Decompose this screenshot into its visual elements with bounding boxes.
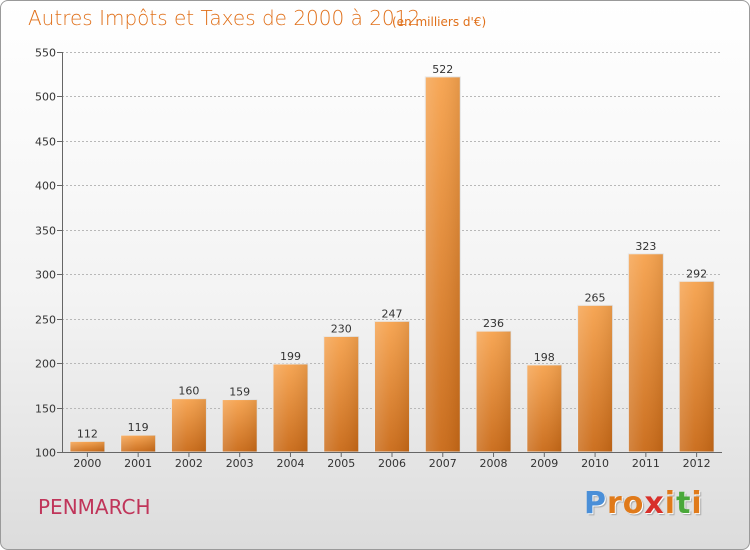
y-tick-label: 500 (35, 91, 56, 104)
y-tick-label: 300 (35, 269, 56, 282)
y-tick-label: 450 (35, 136, 56, 149)
bar-shine (526, 364, 562, 452)
logo-letter: r (607, 486, 623, 521)
bar-shine (69, 441, 105, 452)
x-tick-label: 2001 (124, 457, 152, 470)
bar-shine (628, 253, 664, 452)
data-label: 112 (77, 427, 98, 440)
bar-shine (425, 76, 461, 452)
data-label: 323 (635, 240, 656, 253)
data-label: 199 (280, 350, 301, 363)
bar-shine (577, 305, 613, 452)
data-label: 265 (585, 291, 606, 304)
x-tick-label: 2010 (581, 457, 609, 470)
y-tick-label: 100 (35, 447, 56, 460)
chart-title: Autres Impôts et Taxes de 2000 à 2012 (28, 6, 421, 30)
y-tick-label: 150 (35, 403, 56, 416)
bar-shine (679, 281, 715, 452)
x-tick-label: 2005 (327, 457, 355, 470)
axes: 100 150 200 250 300 350 400 450 500 550 2000 2001 20… (35, 47, 722, 470)
y-tick-label: 250 (35, 314, 56, 327)
bar-shine (272, 364, 308, 452)
data-label: 198 (534, 351, 555, 364)
data-label: 159 (229, 386, 250, 399)
x-tick-label: 2012 (683, 457, 711, 470)
data-label: 522 (432, 63, 453, 76)
y-tick-label: 350 (35, 225, 56, 238)
logo-letter: x (644, 486, 665, 521)
data-label: 247 (382, 307, 403, 320)
x-tick-label: 2004 (276, 457, 304, 470)
logo-letter: P (584, 486, 607, 521)
x-tick-label: 2006 (378, 457, 406, 470)
x-tick-label: 2007 (429, 457, 457, 470)
logo-letter: t (676, 486, 692, 521)
data-label: 236 (483, 317, 504, 330)
y-tick-label: 550 (35, 47, 56, 60)
x-tick-label: 2008 (480, 457, 508, 470)
x-tick-label: 2011 (632, 457, 660, 470)
bar-shine (374, 321, 410, 452)
x-tick-label: 2000 (73, 457, 101, 470)
bar-shine (476, 331, 512, 452)
bar-shine (120, 435, 156, 452)
data-label: 119 (128, 421, 149, 434)
y-tick-label: 400 (35, 180, 56, 193)
data-label: 160 (178, 385, 199, 398)
x-tick-label: 2003 (226, 457, 254, 470)
proxiti-logo: Proxiti (584, 486, 703, 521)
chart-unit: (en milliers d'€) (392, 15, 487, 29)
data-label: 292 (686, 267, 707, 280)
x-tick-label: 2002 (175, 457, 203, 470)
logo-letter: i (691, 486, 703, 521)
logo-letter: o (622, 486, 645, 521)
bar-shine (171, 398, 207, 452)
bars: 112 119 160 159 199 230 247 522 236 198 265 323 292 (69, 63, 715, 453)
bar-shine (323, 336, 359, 452)
logo-letter: i (664, 486, 677, 521)
bar-shine (222, 399, 258, 452)
y-tick-label: 200 (35, 358, 56, 371)
commune-name: PENMARCH (38, 495, 151, 519)
x-tick-label: 2009 (530, 457, 558, 470)
data-label: 230 (331, 322, 352, 335)
